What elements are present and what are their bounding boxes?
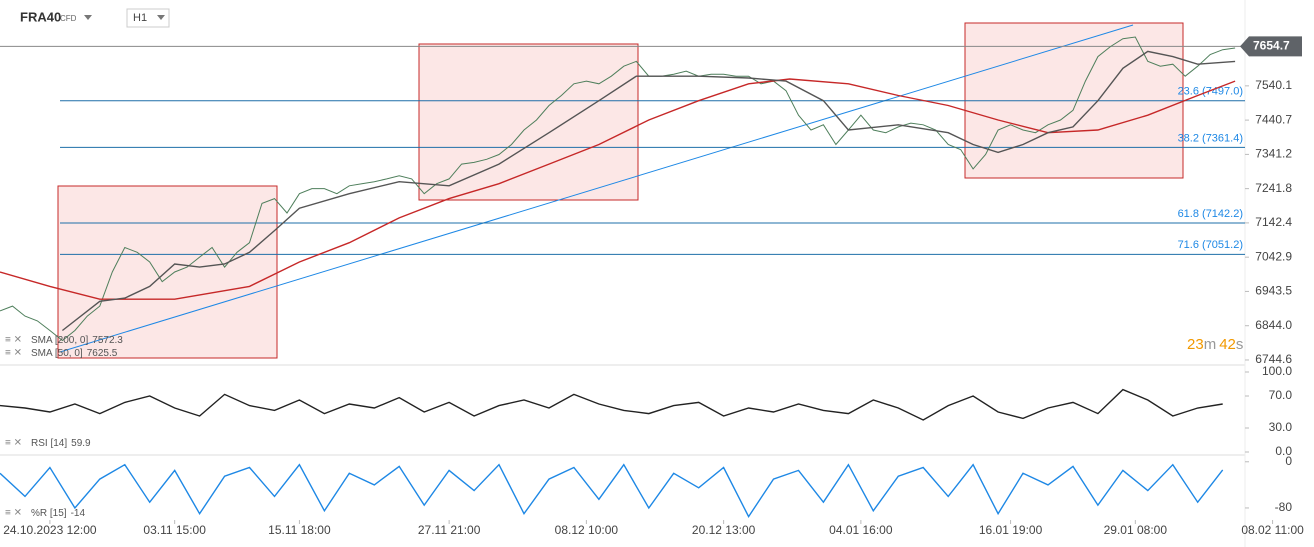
timer-minutes: 23: [1187, 336, 1204, 353]
legend-icon: ≡ ✕: [5, 348, 22, 359]
fib-label: 23.6 (7497.0): [1178, 86, 1243, 98]
legend-value: 7625.5: [87, 348, 118, 359]
y-tick-label: -80: [1275, 500, 1293, 514]
indicator-line: [0, 463, 1224, 518]
legend-name: SMA [50, 0]: [31, 348, 83, 359]
price-line: [0, 36, 1236, 342]
legend-value: 7572.3: [92, 335, 123, 346]
legend-entry: SMA [200, 0] 7572.3: [31, 335, 123, 346]
x-tick-label: 29.01 08:00: [1104, 523, 1168, 537]
legend-icon: ≡ ✕: [5, 508, 22, 519]
legend-entry: SMA [50, 0] 7625.5: [31, 348, 118, 359]
legend-entry: RSI [14] 59.9: [31, 438, 91, 449]
legend-name: %R [15]: [31, 508, 67, 519]
indicator-line: [61, 50, 1236, 332]
last-price-box: [1240, 36, 1302, 57]
fib-label: 71.6 (7051.2): [1178, 239, 1243, 251]
x-tick-label: 16.01 19:00: [979, 523, 1043, 537]
y-tick-label: 7042.9: [1255, 249, 1292, 263]
x-tick-label: 20.12 13:00: [692, 523, 756, 537]
last-price: 7654.7: [1253, 39, 1290, 53]
fib-label: 38.2 (7361.4): [1178, 132, 1243, 144]
symbol[interactable]: FRA40: [20, 9, 61, 24]
y-tick-label: 70.0: [1269, 388, 1293, 402]
x-tick-label: 03.11 15:00: [143, 523, 206, 537]
legend-name: SMA [200, 0]: [31, 335, 88, 346]
x-tick-label: 08.02 11:00: [1241, 523, 1304, 537]
x-tick-label: 15.11 18:00: [268, 523, 331, 537]
y-tick-label: 7241.8: [1255, 181, 1292, 195]
dropdown-arrow[interactable]: [84, 15, 92, 20]
trend-line: [59, 24, 1134, 353]
y-tick-label: 0.0: [1275, 444, 1292, 458]
legend-entry: %R [15] -14: [31, 508, 85, 519]
timer-unit: s: [1236, 336, 1244, 353]
y-tick-label: 7142.4: [1255, 215, 1292, 229]
timer-seconds: 42: [1219, 336, 1236, 353]
y-tick-label: 6844.0: [1255, 318, 1292, 332]
x-tick-label: 04.01 16:00: [829, 523, 893, 537]
timeframe[interactable]: H1: [133, 12, 147, 24]
legend-icon: ≡ ✕: [5, 335, 22, 346]
y-tick-label: 6943.5: [1255, 284, 1292, 298]
indicator-line: [0, 388, 1223, 421]
range-box: [418, 43, 639, 201]
dropdown-arrow[interactable]: [157, 15, 165, 20]
x-tick-label: 24.10.2023 12:00: [3, 523, 97, 537]
legend-icon: ≡ ✕: [5, 438, 22, 449]
timer: 23m 42s: [1187, 336, 1243, 353]
timeframe-box[interactable]: [126, 8, 170, 28]
y-tick-label: 7341.2: [1255, 147, 1292, 161]
y-tick-label: 0: [1285, 454, 1292, 468]
x-tick-label: 27.11 21:00: [418, 523, 481, 537]
y-tick-label: 30.0: [1269, 420, 1293, 434]
legend-value: 59.9: [71, 438, 91, 449]
y-tick-label: 7540.1: [1255, 78, 1292, 92]
timer-unit: m: [1204, 336, 1217, 353]
fib-label: 61.8 (7142.2): [1178, 208, 1243, 220]
market: CFD: [60, 14, 77, 23]
x-tick-label: 08.12 10:00: [555, 523, 619, 537]
y-tick-label: 7440.7: [1255, 112, 1292, 126]
legend-value: -14: [71, 508, 86, 519]
y-tick-label: 100.0: [1262, 364, 1292, 378]
y-tick-label: 6744.6: [1255, 352, 1292, 366]
range-box: [57, 185, 278, 359]
legend-name: RSI [14]: [31, 438, 67, 449]
